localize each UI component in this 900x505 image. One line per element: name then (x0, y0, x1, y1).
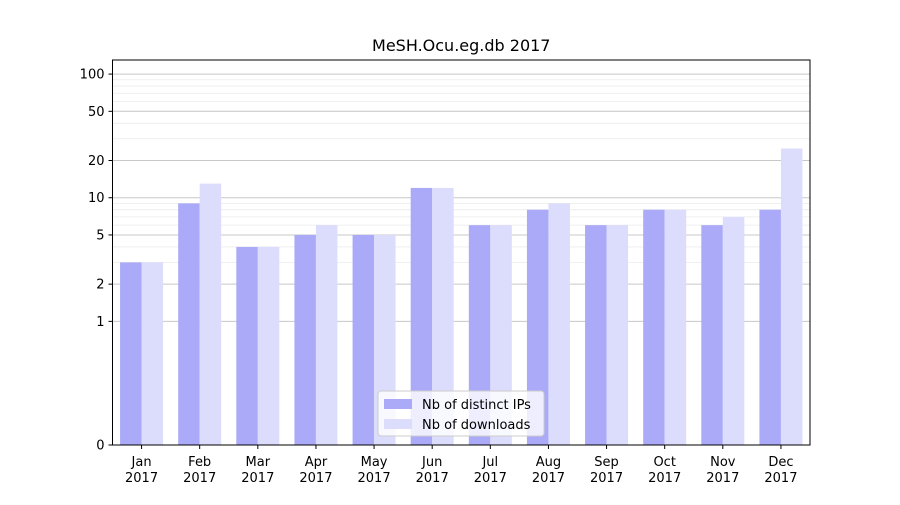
bar-downloads-jul (490, 225, 512, 445)
x-tick-label-year: 2017 (764, 471, 797, 486)
bar-downloads-feb (199, 183, 222, 445)
bar-downloads-nov (722, 216, 745, 445)
legend-label: Nb of downloads (422, 418, 531, 433)
bar-downloads-aug (548, 203, 570, 445)
bar-distinct-ips-dec (759, 209, 781, 445)
y-tick-label: 50 (88, 105, 105, 120)
x-tick-label-month: Apr (305, 455, 328, 470)
bar-downloads-dec (780, 148, 803, 445)
bar-distinct-ips-jun (410, 187, 433, 445)
y-tick-label: 10 (88, 191, 105, 206)
y-tick-label: 2 (96, 278, 104, 293)
bar-distinct-ips-jul (468, 225, 491, 445)
x-tick-label-year: 2017 (241, 471, 274, 486)
x-tick-label-month: Sep (594, 455, 619, 470)
legend-swatch (384, 399, 412, 409)
x-tick-label-year: 2017 (706, 471, 739, 486)
y-tick-label: 100 (80, 68, 105, 83)
x-tick-label-year: 2017 (183, 471, 216, 486)
bar-distinct-ips-nov (701, 225, 723, 445)
x-tick-label-year: 2017 (125, 471, 158, 486)
y-tick-label: 20 (88, 154, 105, 169)
legend-label: Nb of distinct IPs (422, 398, 531, 413)
y-tick-label: 1 (96, 315, 104, 330)
x-tick-label-year: 2017 (358, 471, 391, 486)
bar-distinct-ips-may (352, 234, 375, 445)
plot-frame (112, 59, 811, 446)
x-tick-label-year: 2017 (299, 471, 332, 486)
bar-distinct-ips-aug (526, 209, 549, 445)
chart-title: MeSH.Ocu.eg.db 2017 (372, 36, 550, 55)
legend-box (377, 390, 545, 437)
x-tick-label-month: Nov (710, 455, 736, 470)
bar-distinct-ips-apr (294, 234, 316, 445)
x-tick-label-month: Feb (188, 455, 211, 470)
bar-downloads-apr (315, 225, 338, 445)
x-tick-label-month: Mar (246, 455, 271, 470)
x-tick-label-month: Aug (536, 455, 561, 470)
x-tick-label-month: May (361, 455, 388, 470)
bar-downloads-oct (664, 209, 687, 445)
bar-downloads-jun (432, 187, 454, 445)
bars (120, 148, 803, 445)
x-tick-label-month: Dec (768, 455, 793, 470)
bar-distinct-ips-feb (178, 203, 200, 445)
x-tick-label-month: Jul (481, 455, 498, 470)
x-tick-label-year: 2017 (474, 471, 507, 486)
bar-distinct-ips-jan (120, 262, 142, 445)
bar-downloads-sep (606, 225, 629, 445)
legend: Nb of distinct IPs Nb of downloads (377, 390, 545, 437)
x-tick-label-month: Jun (421, 455, 442, 470)
x-tick-label-year: 2017 (416, 471, 449, 486)
x-tick-label-year: 2017 (590, 471, 623, 486)
bar-downloads-jan (141, 262, 164, 445)
x-tick-label-year: 2017 (532, 471, 565, 486)
y-tick-label: 5 (96, 228, 104, 243)
bar-distinct-ips-sep (585, 225, 607, 445)
x-tick-label-month: Jan (131, 455, 152, 470)
x-axis: Jan2017Feb2017Mar2017Apr2017May2017Jun20… (125, 445, 797, 486)
grid (112, 73, 810, 322)
legend-swatch (384, 419, 412, 429)
x-tick-label-month: Oct (653, 455, 675, 470)
bar-downloads-mar (257, 246, 280, 445)
bar-distinct-ips-mar (236, 246, 258, 445)
x-tick-label-year: 2017 (648, 471, 681, 486)
y-axis: 0 1 2 5 10 20 50 100 (80, 68, 113, 454)
y-tick-label: 0 (96, 439, 104, 454)
bar-distinct-ips-oct (643, 209, 665, 445)
